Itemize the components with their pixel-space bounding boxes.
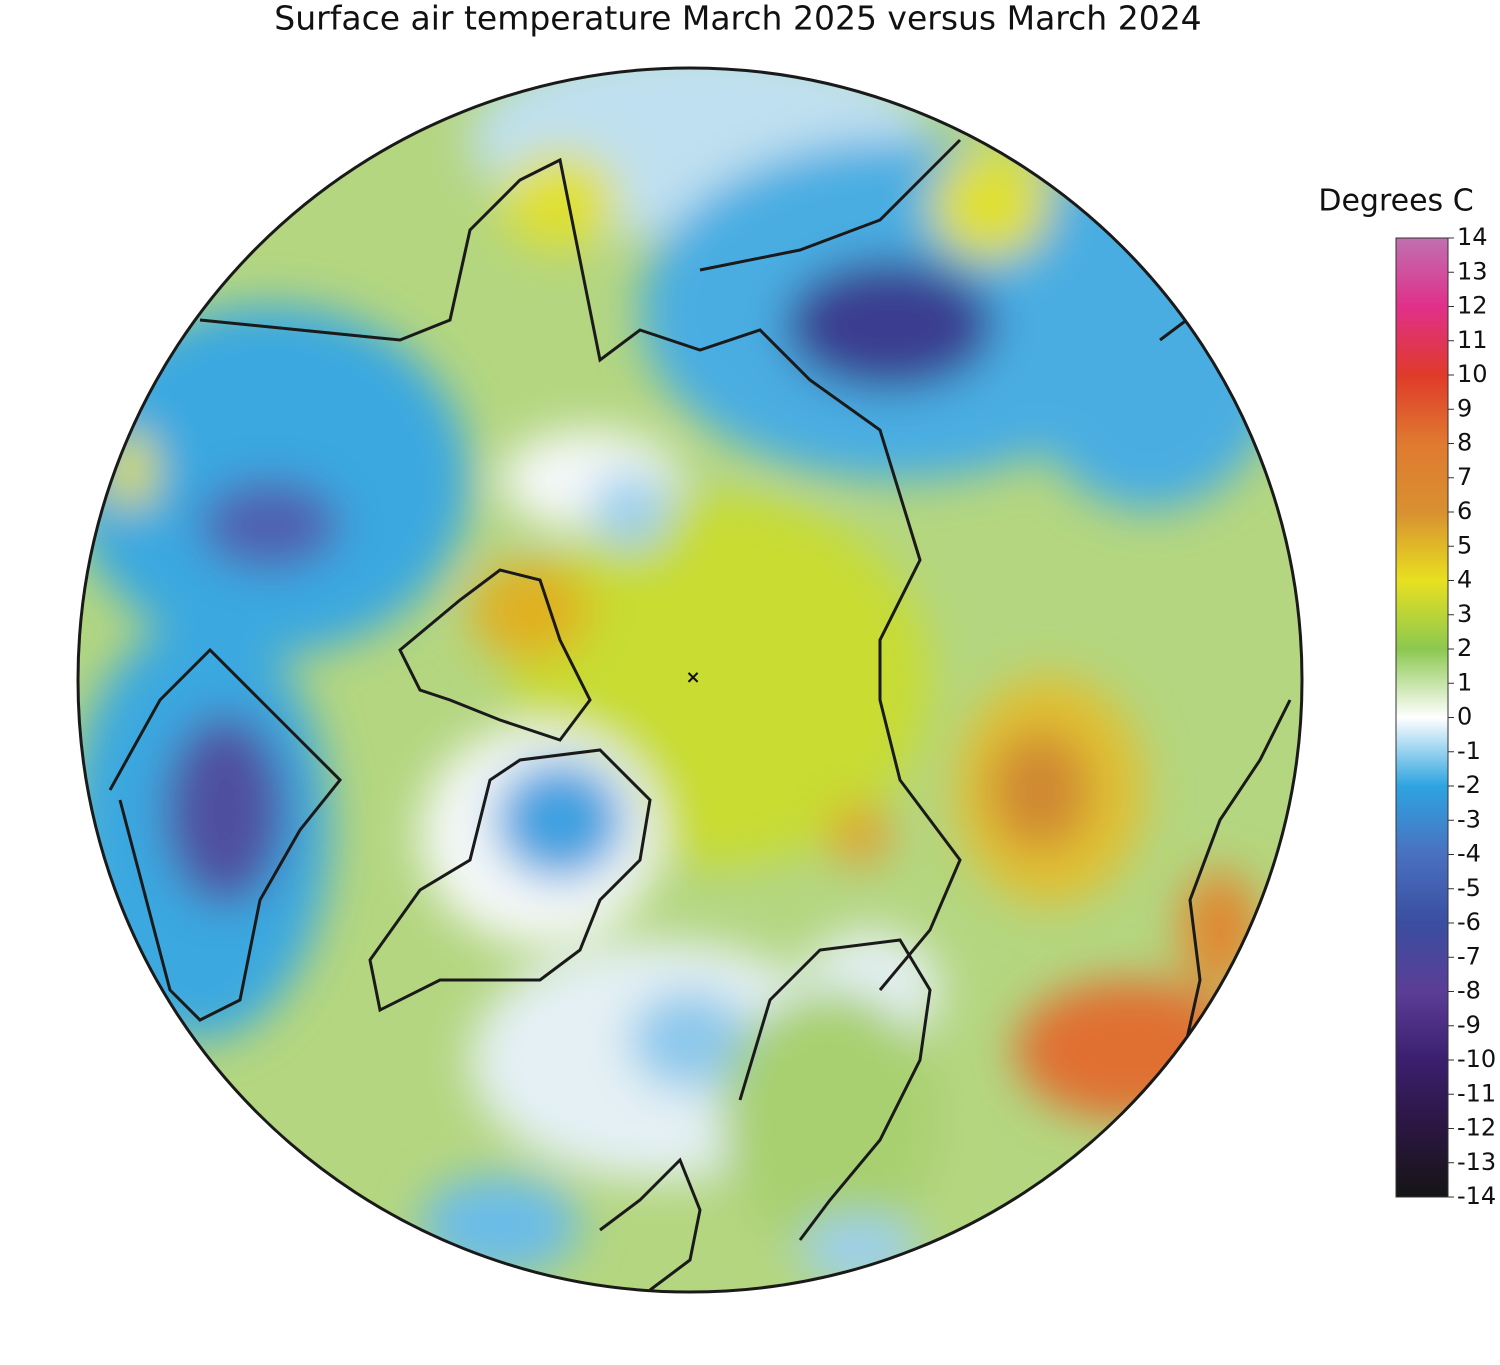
colorbar-tick-label: 10 (1457, 360, 1488, 388)
colorbar-tick-label: -1 (1457, 737, 1481, 765)
colorbar-tick-label: 1 (1457, 668, 1472, 696)
colorbar-tick-label: 0 (1457, 703, 1472, 731)
colorbar-tick-label: -12 (1457, 1114, 1496, 1142)
colorbar-tick-label: -3 (1457, 805, 1481, 833)
north-pole-marker: × (685, 667, 700, 688)
colorbar-tick-label: 6 (1457, 497, 1472, 525)
colorbar-tick-label: 11 (1457, 326, 1488, 354)
colorbar-tick-label: -9 (1457, 1011, 1481, 1039)
colorbar-tick-label: 7 (1457, 463, 1472, 491)
colorbar-tick-label: -11 (1457, 1079, 1496, 1107)
colorbar-gradient (1395, 237, 1449, 1198)
colorbar-tick-label: 13 (1457, 257, 1488, 285)
colorbar: Degrees C 14131211109876543210-1-2-3-4-5… (1318, 184, 1496, 1211)
colorbar-tick-label: -8 (1457, 977, 1481, 1005)
colorbar-tick-label: -6 (1457, 908, 1481, 936)
colorbar-label: Degrees C (1318, 184, 1473, 219)
colorbar-tick-label: 5 (1457, 531, 1472, 559)
colorbar-tick-label: -5 (1457, 874, 1481, 902)
colorbar-tick-label: 9 (1457, 394, 1472, 422)
colorbar-tick-label: 8 (1457, 429, 1472, 457)
colorbar-tick-label: 2 (1457, 634, 1472, 662)
colorbar-tick-label: 4 (1457, 566, 1472, 594)
colorbar-tick-label: 3 (1457, 600, 1472, 628)
colorbar-tick-label: -13 (1457, 1148, 1496, 1176)
map-border (76, 66, 1304, 1294)
colorbar-tick-label: -4 (1457, 840, 1481, 868)
colorbar-tick-label: -7 (1457, 942, 1481, 970)
colorbar-tick-label: 14 (1457, 223, 1488, 251)
colorbar-tick-label: -2 (1457, 771, 1481, 799)
map-title: Surface air temperature March 2025 versu… (274, 0, 1201, 38)
colorbar-tick-label: -10 (1457, 1045, 1496, 1073)
colorbar-tick-label: -14 (1457, 1182, 1496, 1210)
colorbar-tick-label: 12 (1457, 292, 1488, 320)
